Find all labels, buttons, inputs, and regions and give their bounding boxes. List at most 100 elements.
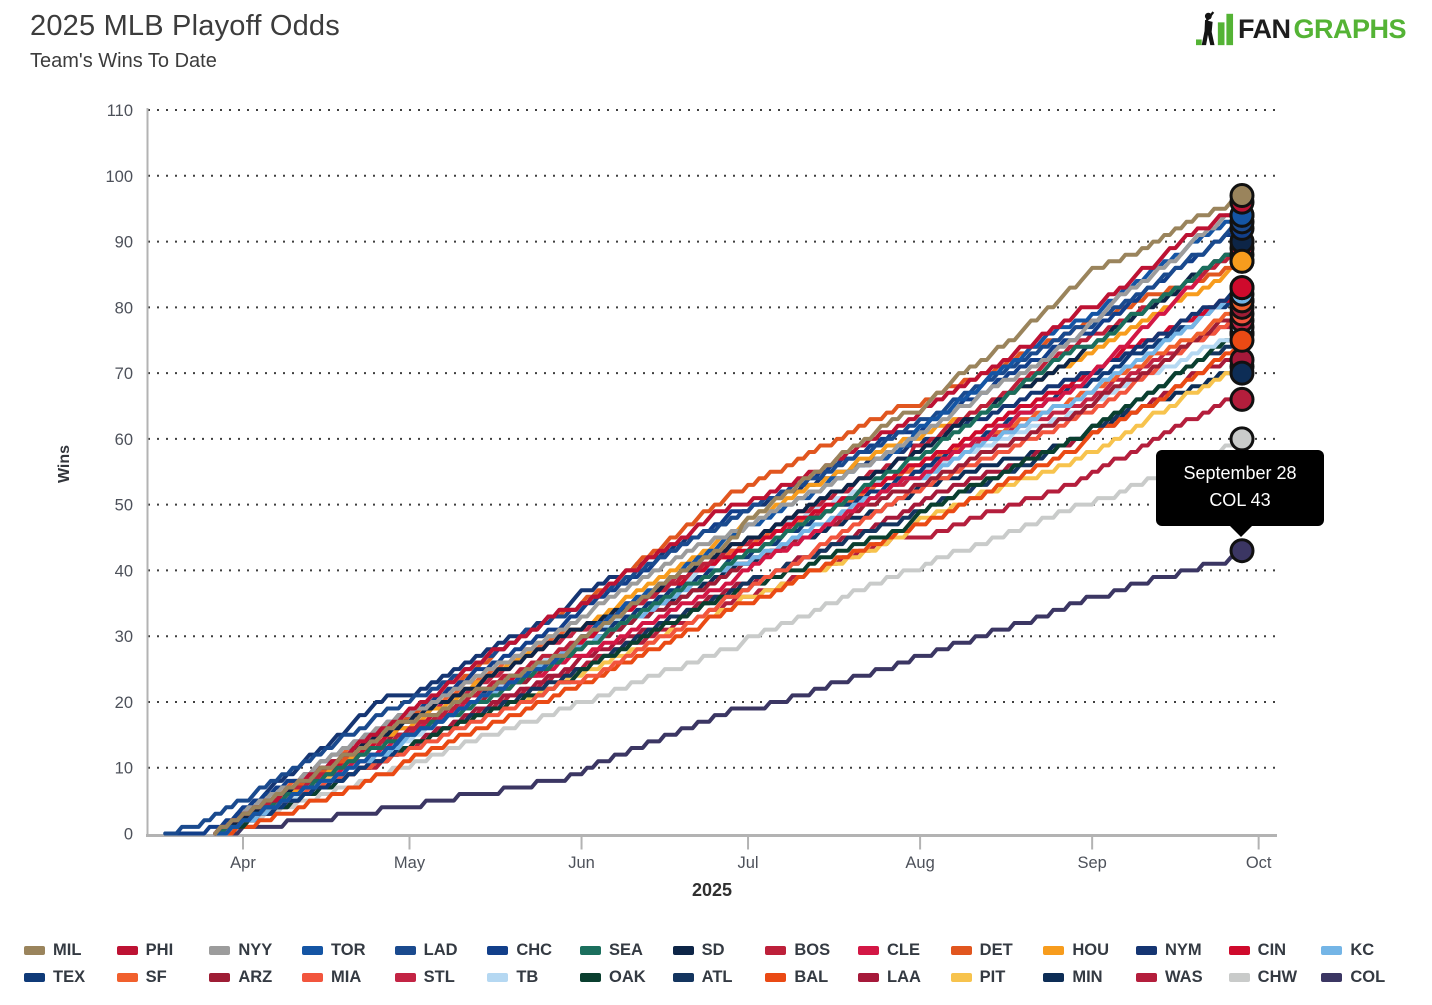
legend-item-SD[interactable]: SD xyxy=(672,940,766,960)
legend-swatch-SF xyxy=(116,972,138,982)
legend-item-TOR[interactable]: TOR xyxy=(301,940,395,960)
legend-item-NYY[interactable]: NYY xyxy=(209,940,302,960)
legend-label-TOR: TOR xyxy=(330,940,366,959)
legend-swatch-CLE xyxy=(857,945,879,955)
wins-line-chart[interactable]: 0 10 20 30 40 50 60 70 80 90 100 110 Apr May Jun Jul Aug… xyxy=(0,0,1432,940)
legend-item-HOU[interactable]: HOU xyxy=(1043,940,1136,960)
y-tick-label-10: 10 xyxy=(115,760,133,778)
legend-item-COL[interactable]: COL xyxy=(1321,967,1414,987)
end-dot-HOU[interactable] xyxy=(1229,248,1255,274)
legend-item-PHI[interactable]: PHI xyxy=(116,940,210,960)
legend-item-OAK[interactable]: OAK xyxy=(579,967,673,987)
end-dot-WAS[interactable] xyxy=(1229,386,1255,412)
series-line-LAD[interactable] xyxy=(163,219,1244,836)
legend-item-TB[interactable]: TB xyxy=(487,967,580,987)
y-tick-label-100: 100 xyxy=(105,168,133,186)
legend-item-DET[interactable]: DET xyxy=(950,940,1044,960)
legend-item-CLE[interactable]: CLE xyxy=(857,940,951,960)
legend-swatch-LAA xyxy=(857,972,879,982)
legend-label-KC: KC xyxy=(1350,940,1375,959)
end-dot-COL[interactable] xyxy=(1229,538,1255,564)
legend-swatch-KC xyxy=(1321,945,1343,955)
legend-item-LAD[interactable]: LAD xyxy=(394,940,488,960)
legend-swatch-CHW xyxy=(1228,972,1250,982)
legend-label-CIN: CIN xyxy=(1257,940,1287,959)
legend-swatch-CIN xyxy=(1228,945,1250,955)
legend-label-COL: COL xyxy=(1350,967,1386,986)
series-line-TOR[interactable] xyxy=(213,213,1244,836)
tooltip: September 28 COL 43 xyxy=(1156,450,1324,537)
legend-label-CHC: CHC xyxy=(516,940,553,959)
y-tick-label-50: 50 xyxy=(115,497,133,515)
series-line-SEA[interactable] xyxy=(213,239,1244,836)
end-dot-CHW[interactable] xyxy=(1229,426,1255,452)
page-title: 2025 MLB Playoff Odds xyxy=(30,10,340,42)
legend-label-SEA: SEA xyxy=(608,940,643,959)
series-line-SD[interactable] xyxy=(213,239,1244,836)
legend-item-STL[interactable]: STL xyxy=(394,967,488,987)
end-dot-MIN[interactable] xyxy=(1229,360,1255,386)
legend-label-HOU: HOU xyxy=(1072,940,1109,959)
y-tick-label-20: 20 xyxy=(115,694,133,712)
legend-item-MIN[interactable]: MIN xyxy=(1043,967,1136,987)
legend-item-ARZ[interactable]: ARZ xyxy=(209,967,302,987)
legend-swatch-ATL xyxy=(672,972,694,982)
series-line-NYY[interactable] xyxy=(213,213,1244,836)
legend-item-SEA[interactable]: SEA xyxy=(579,940,673,960)
fangraphs-logo-icon xyxy=(1195,11,1234,46)
legend-item-MIA[interactable]: MIA xyxy=(301,967,395,987)
legend-item-CHC[interactable]: CHC xyxy=(487,940,580,960)
legend-label-BAL: BAL xyxy=(794,967,829,986)
legend-item-MIL[interactable]: MIL xyxy=(24,940,117,960)
series-line-CHW[interactable] xyxy=(213,436,1244,836)
legend-swatch-HOU xyxy=(1043,945,1065,955)
legend-label-DET: DET xyxy=(979,940,1013,959)
legend-swatch-STL xyxy=(394,972,416,982)
series-line-COL[interactable] xyxy=(213,548,1244,836)
x-tick-label-May: May xyxy=(394,854,426,872)
legend-item-KC[interactable]: KC xyxy=(1321,940,1414,960)
legend-item-CHW[interactable]: CHW xyxy=(1228,967,1322,987)
legend-item-BOS[interactable]: BOS xyxy=(765,940,858,960)
y-tick-label-110: 110 xyxy=(107,102,133,120)
legend-label-MIN: MIN xyxy=(1072,967,1103,986)
legend-label-WAS: WAS xyxy=(1164,967,1203,986)
legend-swatch-MIN xyxy=(1043,972,1065,982)
legend-label-CLE: CLE xyxy=(886,940,920,959)
legend-label-CHW: CHW xyxy=(1257,967,1298,986)
legend-label-NYM: NYM xyxy=(1164,940,1202,959)
legend-item-LAA[interactable]: LAA xyxy=(857,967,951,987)
legend-swatch-MIA xyxy=(301,972,323,982)
legend-swatch-CHC xyxy=(487,945,509,955)
legend-item-NYM[interactable]: NYM xyxy=(1135,940,1229,960)
legend-swatch-PHI xyxy=(116,945,138,955)
series-line-MIL[interactable] xyxy=(213,193,1244,836)
legend-item-ATL[interactable]: ATL xyxy=(672,967,766,987)
legend-item-SF[interactable]: SF xyxy=(116,967,210,987)
legend-label-NYY: NYY xyxy=(238,940,273,959)
legend-item-WAS[interactable]: WAS xyxy=(1135,967,1229,987)
legend-item-CIN[interactable]: CIN xyxy=(1228,940,1322,960)
fangraphs-logo[interactable]: FAN GRAPHS xyxy=(1195,10,1406,48)
y-tick-label-70: 70 xyxy=(115,365,133,383)
legend-swatch-MIL xyxy=(24,945,45,955)
end-dot-MIL[interactable] xyxy=(1229,183,1255,209)
legend-swatch-DET xyxy=(950,945,972,955)
legend-swatch-SEA xyxy=(579,945,601,955)
legend-label-TEX: TEX xyxy=(53,967,86,986)
legend-item-TEX[interactable]: TEX xyxy=(24,967,117,987)
legend-label-SF: SF xyxy=(145,967,167,986)
legend-item-BAL[interactable]: BAL xyxy=(765,967,858,987)
legend-swatch-BOS xyxy=(765,945,787,955)
series-line-KC[interactable] xyxy=(213,292,1244,836)
series-line-BAL[interactable] xyxy=(213,338,1244,836)
tooltip-arrow xyxy=(1230,526,1252,537)
end-dot-CIN[interactable] xyxy=(1229,275,1255,301)
legend-label-MIL: MIL xyxy=(53,940,82,959)
end-dot-BAL[interactable] xyxy=(1229,327,1255,353)
legend-item-PIT[interactable]: PIT xyxy=(950,967,1044,987)
y-tick-label-80: 80 xyxy=(115,299,133,317)
legend-label-STL: STL xyxy=(423,967,455,986)
series-line-PHI[interactable] xyxy=(213,200,1244,836)
tooltip-value: COL 43 xyxy=(1209,490,1271,510)
